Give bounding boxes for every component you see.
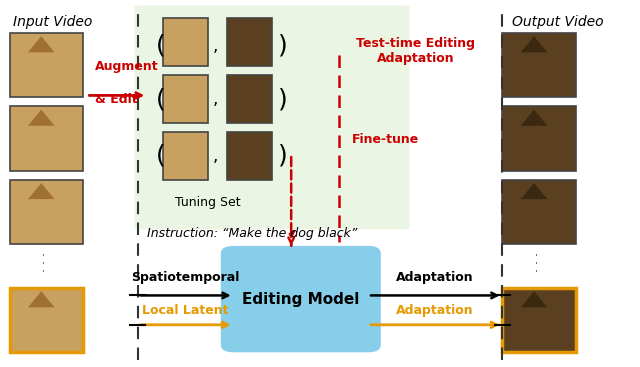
- Polygon shape: [28, 291, 54, 308]
- Bar: [10, 288, 83, 352]
- Text: Fine-tune: Fine-tune: [352, 133, 419, 146]
- Bar: [227, 18, 272, 66]
- Text: Test-time Editing
Adaptation: Test-time Editing Adaptation: [356, 37, 476, 65]
- Text: Adaptation: Adaptation: [396, 304, 474, 317]
- Text: · · ·: · · ·: [39, 252, 52, 272]
- Text: Tuning Set: Tuning Set: [175, 196, 241, 209]
- Bar: [502, 106, 576, 171]
- Bar: [227, 132, 272, 180]
- Text: Input Video: Input Video: [13, 15, 92, 29]
- Polygon shape: [521, 291, 547, 308]
- Polygon shape: [28, 110, 54, 126]
- Text: (: (: [156, 34, 166, 58]
- Bar: [163, 132, 208, 180]
- Polygon shape: [521, 110, 547, 126]
- Bar: [502, 180, 576, 244]
- Polygon shape: [521, 36, 547, 52]
- FancyBboxPatch shape: [134, 6, 410, 229]
- Text: Output Video: Output Video: [512, 15, 604, 29]
- Text: Augment: Augment: [95, 59, 158, 73]
- Bar: [163, 75, 208, 123]
- Text: Spatiotemporal: Spatiotemporal: [131, 270, 240, 284]
- Bar: [502, 33, 576, 97]
- Text: & Edit: & Edit: [95, 92, 138, 106]
- Text: Local Latent: Local Latent: [142, 304, 229, 317]
- Text: (: (: [156, 144, 166, 168]
- Bar: [163, 18, 208, 66]
- Text: ,: ,: [212, 90, 218, 108]
- Bar: [10, 33, 83, 97]
- Text: Editing Model: Editing Model: [242, 292, 360, 306]
- Text: ): ): [278, 144, 288, 168]
- FancyBboxPatch shape: [221, 246, 381, 352]
- Text: Instruction: “Make the dog black”: Instruction: “Make the dog black”: [147, 226, 358, 240]
- Bar: [502, 288, 576, 352]
- Bar: [10, 106, 83, 171]
- Text: Adaptation: Adaptation: [396, 270, 474, 284]
- Text: ,: ,: [212, 147, 218, 165]
- Bar: [10, 180, 83, 244]
- Polygon shape: [28, 36, 54, 52]
- Text: ,: ,: [212, 37, 218, 55]
- Polygon shape: [521, 183, 547, 199]
- Text: (: (: [156, 87, 166, 111]
- Text: ): ): [278, 34, 288, 58]
- Text: ): ): [278, 87, 288, 111]
- Text: · · ·: · · ·: [532, 252, 545, 272]
- Bar: [227, 75, 272, 123]
- Polygon shape: [28, 183, 54, 199]
